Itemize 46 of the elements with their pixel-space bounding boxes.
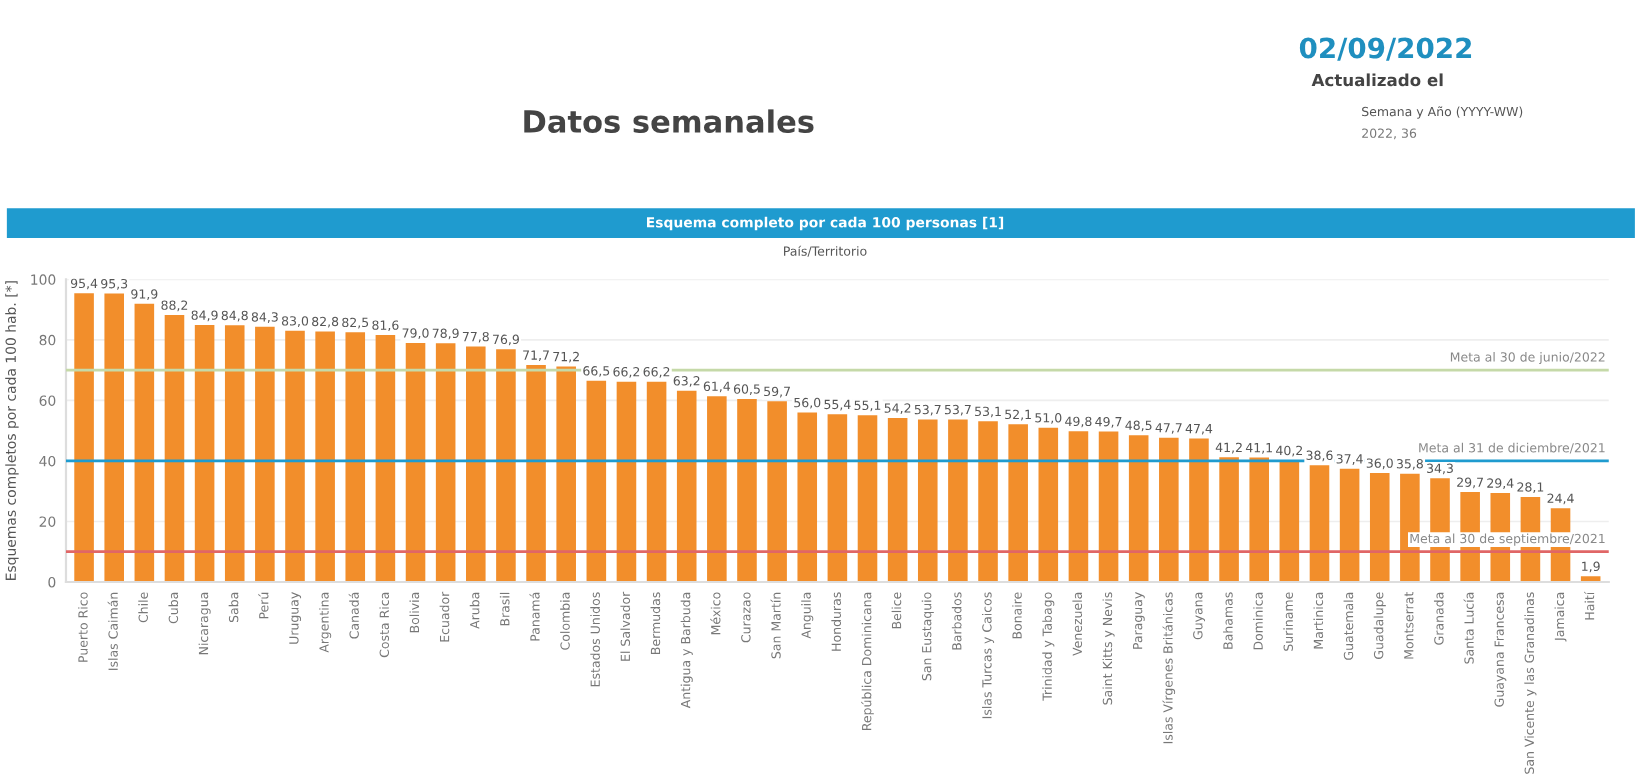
bar	[556, 366, 576, 582]
bar	[435, 343, 456, 582]
bar	[948, 419, 968, 582]
bar	[526, 365, 546, 582]
bar	[285, 330, 305, 582]
text: 02/09/2022	[1299, 37, 1472, 61]
bar	[1008, 424, 1028, 582]
bar	[74, 293, 94, 582]
bar	[1128, 435, 1149, 582]
bar	[375, 335, 396, 582]
bar	[676, 390, 697, 582]
bar	[315, 331, 335, 582]
bar	[737, 398, 757, 582]
bar	[104, 293, 124, 582]
bar	[707, 396, 727, 582]
bar	[616, 381, 637, 582]
bar	[887, 417, 908, 582]
bar	[917, 419, 938, 582]
text: Datos semanales	[524, 109, 814, 134]
bar	[586, 380, 607, 582]
bar	[496, 349, 516, 582]
bar	[1249, 457, 1270, 582]
bar	[1339, 468, 1360, 582]
bar	[1068, 431, 1089, 582]
bar	[405, 342, 426, 582]
text: Actualizado el	[1311, 73, 1443, 87]
bar	[1279, 460, 1300, 582]
bar	[1038, 427, 1059, 582]
bar	[857, 415, 878, 582]
bar	[646, 381, 667, 582]
bar	[1189, 438, 1209, 582]
bar	[1159, 437, 1179, 582]
bar	[1369, 473, 1390, 582]
bar	[134, 303, 155, 582]
bar	[466, 346, 486, 582]
bar	[978, 421, 998, 582]
bar	[345, 332, 366, 582]
bar	[164, 315, 185, 582]
bar	[797, 412, 818, 582]
bar	[1098, 431, 1119, 582]
bar	[224, 325, 245, 582]
bar	[1219, 457, 1239, 582]
bar	[255, 326, 275, 582]
bar	[194, 325, 215, 582]
bar	[767, 401, 787, 582]
bar	[827, 414, 848, 582]
